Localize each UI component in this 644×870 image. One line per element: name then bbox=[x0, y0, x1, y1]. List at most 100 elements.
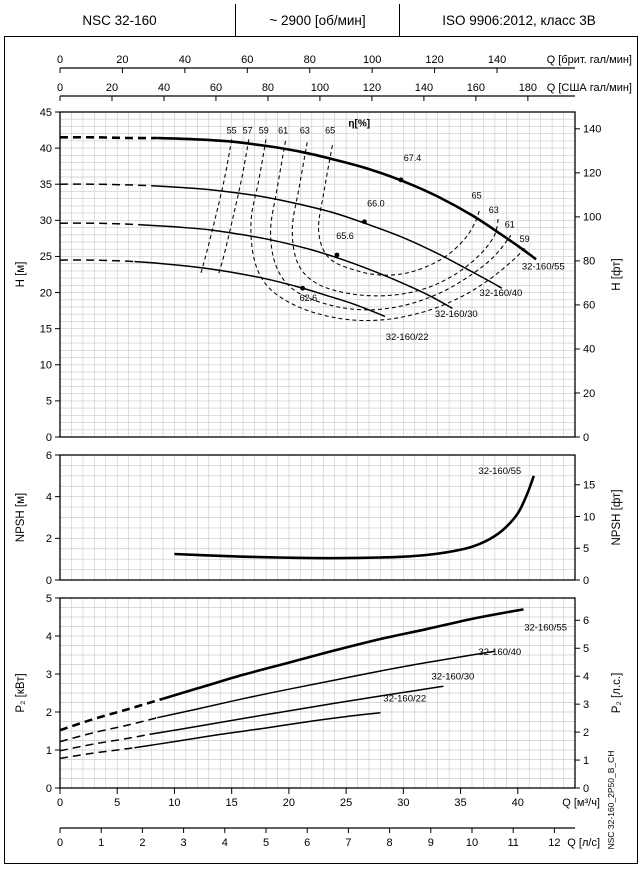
y-axis-label-right: NPSH [фт] bbox=[611, 489, 623, 545]
axis-unit-label: Q [брит. гал/мин] bbox=[547, 54, 632, 66]
y-tick-left: 0 bbox=[46, 783, 52, 795]
curve-dashed-32-160/40 bbox=[59, 716, 158, 743]
pump-model: NSC 32-160 bbox=[4, 4, 236, 36]
y-tick-left: 5 bbox=[46, 396, 52, 408]
y-tick-left: 45 bbox=[40, 107, 52, 119]
x-tick: 2 bbox=[139, 837, 145, 849]
bep-label: 62.6 bbox=[300, 293, 318, 303]
y-tick-right: 20 bbox=[583, 388, 595, 400]
x-tick: 35 bbox=[454, 797, 466, 809]
x-tick: 60 bbox=[241, 54, 253, 66]
efficiency-label: 61 bbox=[505, 220, 515, 230]
efficiency-curve-63 bbox=[291, 142, 499, 297]
y-axis-label-left: NPSH [м] bbox=[15, 493, 27, 542]
efficiency-curve-65 bbox=[318, 145, 481, 276]
y-axis-label-right: H [фт] bbox=[611, 258, 623, 290]
curve-label: 32-160/30 bbox=[435, 309, 478, 320]
y-tick-left: 2 bbox=[46, 707, 52, 719]
document-code: NSC 32-160_2P50_B_CH bbox=[606, 751, 616, 850]
curve-dashed-32-160/22 bbox=[59, 746, 135, 760]
curve-dashed-32-160/30 bbox=[59, 222, 141, 226]
axis-unit-label: Q [США гал/мин] bbox=[547, 82, 632, 94]
curve-dashed-32-160/40 bbox=[59, 183, 152, 187]
x-tick: 80 bbox=[262, 82, 274, 94]
plot-frame bbox=[59, 454, 576, 581]
y-tick-left: 4 bbox=[46, 631, 52, 643]
y-axis-label-left: P₂ [кВт] bbox=[15, 673, 27, 712]
bottom-axis-ls: 0 1 2 3 4 5 6 7 8 9 10 11 12 Q [л/с] bbox=[57, 827, 600, 849]
x-tick: 15 bbox=[226, 797, 238, 809]
y-tick-right: 140 bbox=[583, 124, 601, 136]
curve-label: 32-160/22 bbox=[383, 693, 426, 704]
efficiency-label: 65 bbox=[325, 126, 335, 136]
curve-32-160/30 bbox=[140, 223, 453, 310]
x-tick: 11 bbox=[507, 837, 518, 849]
x-tick: 0 bbox=[57, 54, 63, 66]
y-tick-left: 6 bbox=[46, 450, 52, 462]
x-tick: 140 bbox=[488, 54, 506, 66]
x-tick: 20 bbox=[106, 82, 118, 94]
axis-unit-label: Q [л/с] bbox=[567, 837, 600, 849]
efficiency-label: 55 bbox=[227, 126, 237, 136]
curve-label: 32-160/30 bbox=[431, 672, 474, 683]
y-tick-left: 10 bbox=[40, 360, 52, 372]
test-standard: ISO 9906:2012, класс 3B bbox=[442, 12, 596, 28]
x-tick: 25 bbox=[340, 797, 352, 809]
bep-dot bbox=[362, 219, 367, 225]
x-tick: 160 bbox=[467, 82, 485, 94]
x-tick: 10 bbox=[168, 797, 180, 809]
curve-dashed-32-160/22 bbox=[59, 259, 135, 263]
efficiency-label: 65 bbox=[472, 191, 482, 201]
efficiency-curve-55 bbox=[200, 139, 233, 274]
bottom-axis-m3h: 0 5 10 15 20 25 30 35 40 Q [м³/ч] bbox=[57, 788, 600, 809]
y-tick-right: 10 bbox=[583, 511, 595, 523]
plot-frame bbox=[59, 597, 576, 789]
y-tick-right: 0 bbox=[583, 575, 589, 587]
x-tick: 8 bbox=[387, 837, 393, 849]
x-tick: 5 bbox=[263, 837, 269, 849]
x-tick: 12 bbox=[548, 837, 560, 849]
curve-dashed-32-160/55 bbox=[59, 697, 164, 732]
y-tick-right: 5 bbox=[583, 543, 589, 555]
y-tick-right: 5 bbox=[583, 643, 589, 655]
x-tick: 30 bbox=[397, 797, 409, 809]
curve-32-160/40 bbox=[151, 184, 503, 289]
y-axis-label-left: H [м] bbox=[15, 262, 27, 288]
x-tick: 20 bbox=[283, 797, 295, 809]
curve-32-160/22 bbox=[134, 260, 386, 318]
x-tick: 3 bbox=[181, 837, 187, 849]
y-tick-left: 0 bbox=[46, 432, 52, 444]
y-tick-left: 3 bbox=[46, 669, 52, 681]
bep-dot bbox=[300, 285, 306, 291]
x-tick: 180 bbox=[519, 82, 537, 94]
efficiency-curve-59 bbox=[250, 139, 527, 322]
y-tick-left: 5 bbox=[46, 593, 52, 605]
y-tick-right: 0 bbox=[583, 783, 589, 795]
efficiency-label: 57 bbox=[243, 126, 253, 136]
y-tick-right: 2 bbox=[583, 727, 589, 739]
y-tick-right: 80 bbox=[583, 256, 595, 268]
y-tick-left: 1 bbox=[46, 745, 52, 757]
curve-label: 32-160/55 bbox=[522, 261, 565, 272]
curve-32-160/55 bbox=[174, 475, 536, 560]
bep-dot bbox=[398, 177, 404, 183]
curve-label: 32-160/40 bbox=[480, 288, 523, 299]
efficiency-label: 59 bbox=[259, 126, 269, 136]
bep-dot bbox=[334, 252, 340, 258]
x-tick: 20 bbox=[116, 54, 128, 66]
curve-label: 32-160/40 bbox=[478, 647, 521, 658]
y-tick-left: 20 bbox=[40, 287, 52, 299]
y-tick-left: 25 bbox=[40, 251, 52, 263]
x-tick: 140 bbox=[415, 82, 433, 94]
x-tick: 0 bbox=[57, 797, 63, 809]
y-tick-right: 0 bbox=[583, 432, 589, 444]
y-axis-label-right: P₂ [л.с.] bbox=[611, 673, 623, 714]
x-tick: 120 bbox=[425, 54, 443, 66]
y-tick-left: 4 bbox=[46, 491, 52, 503]
efficiency-label: 61 bbox=[278, 126, 288, 136]
bep-label: 65.6 bbox=[336, 231, 354, 241]
grid bbox=[60, 455, 575, 580]
x-tick: 40 bbox=[158, 82, 170, 94]
curve-32-160/30 bbox=[151, 685, 444, 735]
y-tick-right: 120 bbox=[583, 168, 601, 180]
